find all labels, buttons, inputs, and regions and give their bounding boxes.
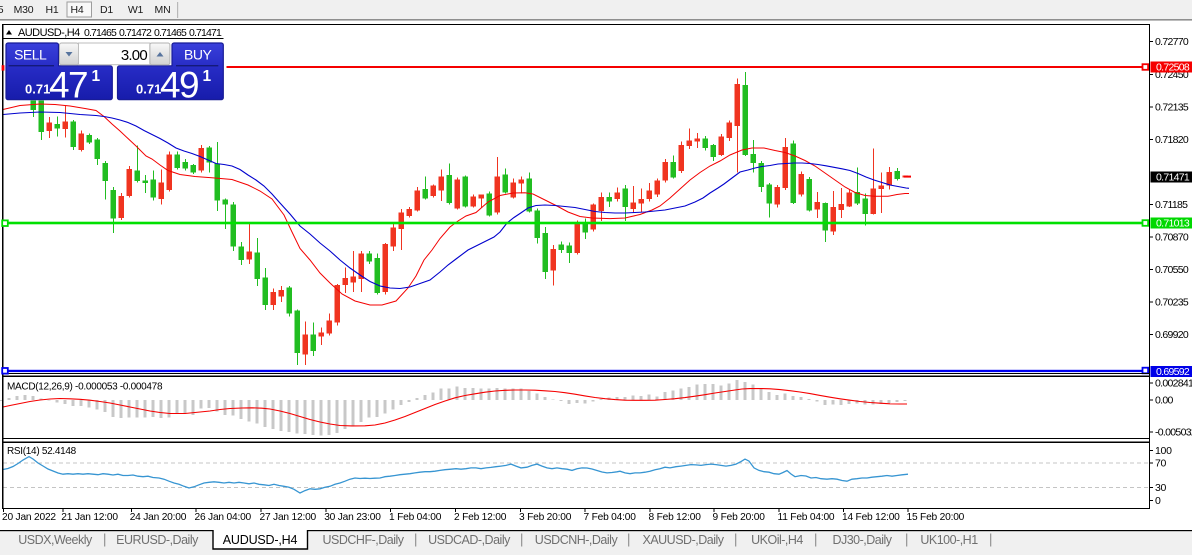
svg-text:MN: MN — [155, 4, 171, 16]
svg-text:DJ30-,Daily: DJ30-,Daily — [832, 533, 892, 547]
svg-text:0.71471: 0.71471 — [1156, 172, 1190, 184]
svg-text:AUDUSD-,H4: AUDUSD-,H4 — [18, 27, 80, 39]
svg-text:0.72508: 0.72508 — [1156, 62, 1190, 74]
svg-text:EURUSD-,Daily: EURUSD-,Daily — [116, 533, 199, 547]
svg-text:0.69920: 0.69920 — [1155, 329, 1189, 341]
svg-text:UKOil-,H4: UKOil-,H4 — [751, 533, 803, 547]
svg-text:MACD(12,26,9) -0.000053 -0.000: MACD(12,26,9) -0.000053 -0.000478 — [7, 382, 163, 393]
svg-text:USDCAD-,Daily: USDCAD-,Daily — [428, 533, 511, 547]
svg-text:0.71472: 0.71472 — [119, 27, 152, 39]
svg-text:0.70550: 0.70550 — [1155, 264, 1189, 276]
svg-text:27 Jan 12:00: 27 Jan 12:00 — [260, 512, 317, 523]
svg-text:UK100-,H1: UK100-,H1 — [920, 533, 978, 547]
svg-text:0.69592: 0.69592 — [1156, 366, 1190, 378]
svg-text:0.71185: 0.71185 — [1155, 199, 1188, 211]
svg-text:0.72135: 0.72135 — [1155, 102, 1189, 114]
svg-text:RSI(14) 52.4148: RSI(14) 52.4148 — [7, 446, 77, 457]
svg-text:30: 30 — [1155, 482, 1167, 494]
svg-text:H4: H4 — [70, 4, 83, 16]
svg-text:14 Feb 12:00: 14 Feb 12:00 — [842, 512, 900, 523]
svg-text:M30: M30 — [14, 4, 34, 16]
svg-text:0.71465: 0.71465 — [154, 27, 187, 39]
svg-text:3.00: 3.00 — [121, 47, 147, 64]
svg-text:8 Feb 12:00: 8 Feb 12:00 — [649, 512, 702, 523]
svg-text:7 Feb 04:00: 7 Feb 04:00 — [584, 512, 637, 523]
svg-text:SELL: SELL — [14, 46, 47, 62]
svg-text:3 Feb 20:00: 3 Feb 20:00 — [519, 512, 572, 523]
svg-text:D1: D1 — [100, 4, 113, 16]
svg-text:H1: H1 — [45, 4, 58, 16]
svg-text:21 Jan 12:00: 21 Jan 12:00 — [61, 512, 118, 523]
svg-text:15 Feb 20:00: 15 Feb 20:00 — [907, 512, 965, 523]
svg-text:0.71: 0.71 — [25, 82, 50, 97]
svg-text:USDX,Weekly: USDX,Weekly — [18, 533, 93, 547]
svg-text:USDCHF-,Daily: USDCHF-,Daily — [323, 533, 405, 547]
svg-text:XAUUSD-,Daily: XAUUSD-,Daily — [642, 533, 724, 547]
svg-text:30 Jan 23:00: 30 Jan 23:00 — [324, 512, 381, 523]
svg-text:20 Jan 2022: 20 Jan 2022 — [2, 512, 56, 523]
svg-text:BUY: BUY — [184, 46, 212, 62]
svg-text:0.70235: 0.70235 — [1155, 297, 1189, 309]
svg-text:0.00: 0.00 — [1155, 395, 1173, 407]
svg-text:0.71471: 0.71471 — [189, 27, 222, 39]
svg-text:24 Jan 20:00: 24 Jan 20:00 — [130, 512, 187, 523]
svg-text:AUDUSD-,H4: AUDUSD-,H4 — [223, 533, 298, 547]
svg-text:9 Feb 20:00: 9 Feb 20:00 — [713, 512, 766, 523]
svg-text:5: 5 — [0, 4, 4, 16]
svg-text:0.71: 0.71 — [136, 82, 161, 97]
svg-text:70: 70 — [1155, 458, 1167, 470]
svg-text:1: 1 — [203, 68, 212, 85]
svg-text:0.72770: 0.72770 — [1155, 36, 1189, 48]
svg-text:0.71465: 0.71465 — [84, 27, 117, 39]
svg-text:1 Feb 04:00: 1 Feb 04:00 — [389, 512, 442, 523]
svg-text:USDCNH-,Daily: USDCNH-,Daily — [535, 533, 619, 547]
svg-text:1: 1 — [92, 68, 101, 85]
svg-text:0.71820: 0.71820 — [1155, 134, 1189, 146]
svg-text:26 Jan 04:00: 26 Jan 04:00 — [195, 512, 252, 523]
svg-text:2 Feb 12:00: 2 Feb 12:00 — [454, 512, 507, 523]
svg-text:49: 49 — [160, 65, 198, 106]
svg-text:47: 47 — [49, 65, 87, 106]
svg-text:11 Feb 04:00: 11 Feb 04:00 — [778, 512, 835, 523]
svg-text:100: 100 — [1155, 445, 1172, 457]
svg-text:0.70870: 0.70870 — [1155, 232, 1189, 244]
svg-text:0.71013: 0.71013 — [1156, 218, 1190, 230]
svg-text:0: 0 — [1155, 495, 1161, 507]
svg-text:W1: W1 — [128, 4, 144, 16]
svg-text:-0.005032: -0.005032 — [1155, 427, 1192, 439]
svg-text:0.002841: 0.002841 — [1155, 378, 1192, 390]
